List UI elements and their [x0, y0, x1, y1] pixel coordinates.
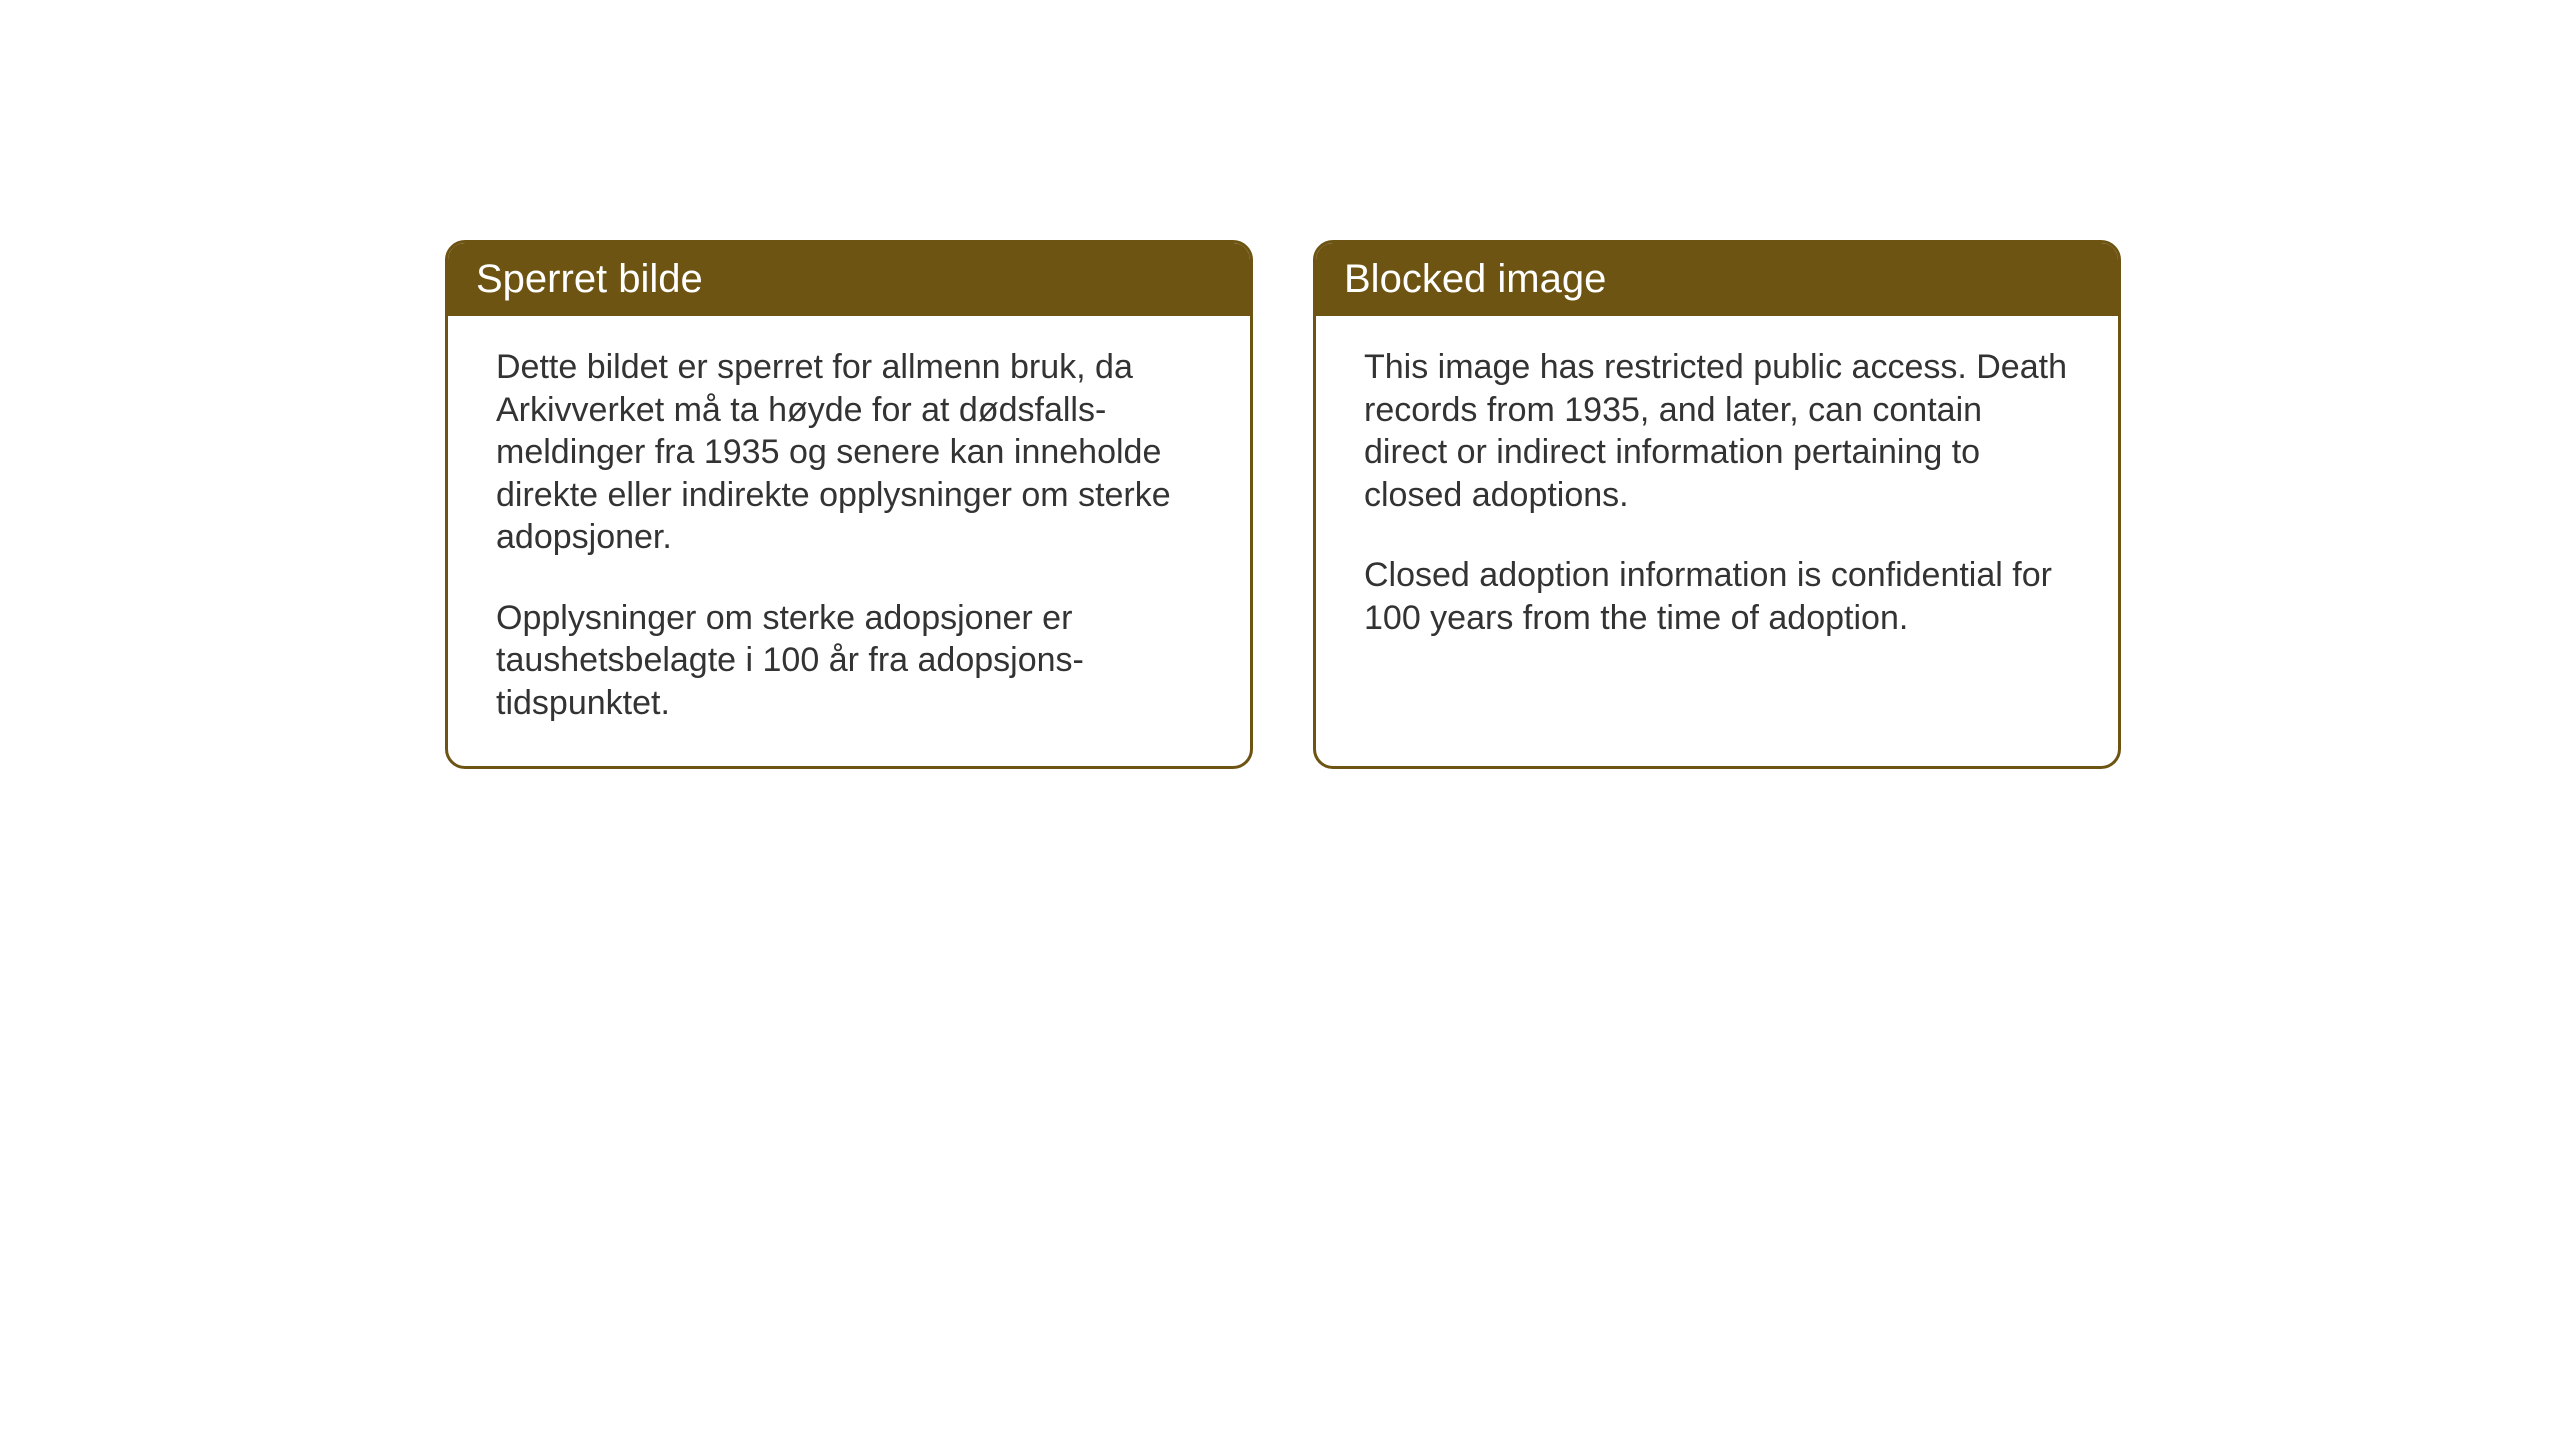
norwegian-card-body: Dette bildet er sperret for allmenn bruk…	[448, 316, 1250, 766]
english-card-body: This image has restricted public access.…	[1316, 316, 2118, 681]
cards-container: Sperret bilde Dette bildet er sperret fo…	[445, 240, 2121, 769]
norwegian-card-title: Sperret bilde	[476, 257, 703, 301]
english-paragraph-1: This image has restricted public access.…	[1364, 346, 2070, 516]
english-card-title: Blocked image	[1344, 257, 1606, 301]
norwegian-paragraph-2: Opplysninger om sterke adopsjoner er tau…	[496, 597, 1202, 725]
norwegian-card-header: Sperret bilde	[448, 243, 1250, 316]
english-card-header: Blocked image	[1316, 243, 2118, 316]
norwegian-card: Sperret bilde Dette bildet er sperret fo…	[445, 240, 1253, 769]
norwegian-paragraph-1: Dette bildet er sperret for allmenn bruk…	[496, 346, 1202, 559]
english-card: Blocked image This image has restricted …	[1313, 240, 2121, 769]
english-paragraph-2: Closed adoption information is confident…	[1364, 554, 2070, 639]
